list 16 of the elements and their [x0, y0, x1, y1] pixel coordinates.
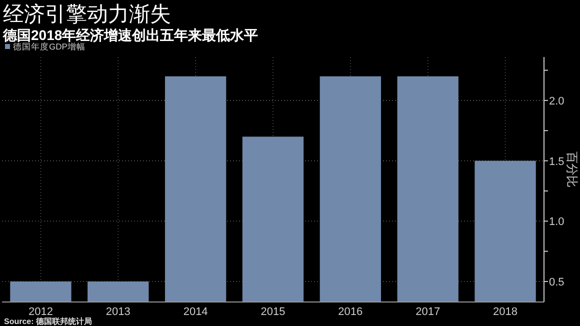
- x-tick-label: 2015: [260, 306, 286, 318]
- y-tick-label: 1.5: [549, 156, 564, 168]
- y-tick-label: 0.5: [549, 276, 564, 288]
- x-tick-label: 2012: [28, 306, 53, 318]
- y-axis-title: 百分比: [565, 152, 579, 188]
- y-tick-label: 1.0: [549, 216, 564, 228]
- x-tick-label: 2018: [493, 306, 518, 318]
- chart-title: 经济引擎动力渐失: [3, 3, 171, 26]
- legend-label: 德国年度GDP增幅: [13, 42, 86, 52]
- source-note: Source: 德国联邦统计局: [4, 317, 92, 326]
- y-tick-label: 2.0: [549, 95, 564, 108]
- chart-subtitle: 德国2018年经济增速创出五年来最低水平: [2, 27, 258, 43]
- x-tick-label: 2016: [338, 306, 363, 318]
- x-tick-label: 2017: [416, 306, 440, 318]
- x-tick-label: 2014: [183, 306, 208, 318]
- x-tick-label: 2013: [106, 306, 130, 318]
